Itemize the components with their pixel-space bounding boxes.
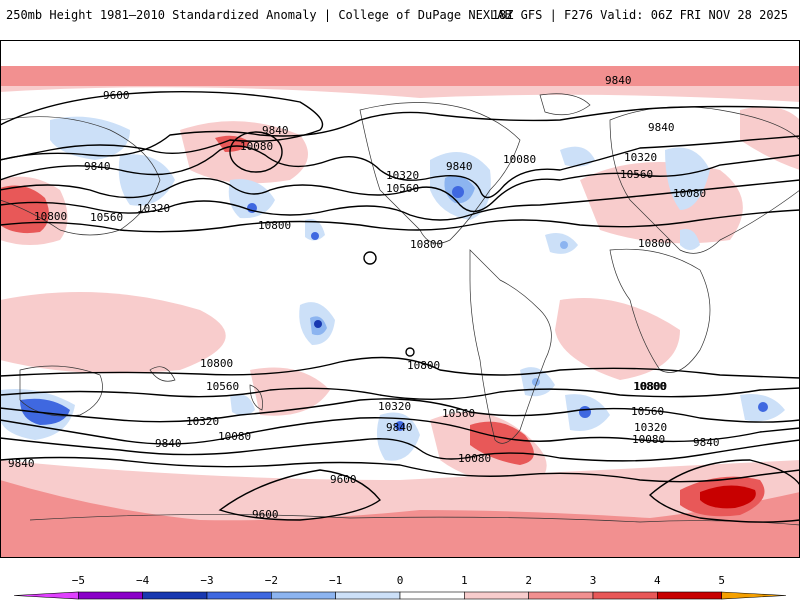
colorbar-ticks: −5 −4 −3 −2 −1 0 1 2 3 4 5 [72, 574, 725, 587]
contour-label: 9840 [262, 124, 289, 137]
header: 250mb Height 1981–2010 Standardized Anom… [0, 0, 800, 32]
colorbar-segment [657, 591, 722, 600]
contour-label: 9840 [386, 421, 413, 434]
contour-label: 10320 [378, 400, 411, 413]
colorbar-tick-label: −2 [265, 574, 278, 587]
contour-label: 10320 [624, 151, 657, 164]
contour-label: 10560 [620, 168, 653, 181]
height-contours [0, 91, 800, 523]
contour-label: 10080 [503, 153, 536, 166]
contour-label: 10560 [386, 182, 419, 195]
contour-labels: 9600 9840 10080 9840 10320 10560 10800 1… [8, 74, 720, 521]
colorbar: −5 −4 −3 −2 −1 0 1 2 3 4 5 [13, 574, 787, 600]
contour-label: 9840 [8, 457, 35, 470]
contour-label: 9840 [446, 160, 473, 173]
colorbar-tick-label: 2 [525, 574, 532, 587]
colorbar-segment [528, 591, 594, 600]
contour-label: 10080 [673, 187, 706, 200]
contour-label: 10320 [634, 421, 667, 434]
contour-label: 9600 [103, 89, 130, 102]
colorbar-tick-label: 4 [654, 574, 661, 587]
colorbar-segment [721, 591, 787, 600]
contour-label: 9840 [605, 74, 632, 87]
colorbar-tick-label: −5 [72, 574, 85, 587]
contour-label: 10560 [442, 407, 475, 420]
contour-label: 9840 [693, 436, 720, 449]
colorbar-tick-label: 0 [397, 574, 404, 587]
colorbar-segments [13, 591, 787, 600]
colorbar-tick-label: −1 [329, 574, 342, 587]
contour-label: 10560 [206, 380, 239, 393]
colorbar-segment [271, 591, 336, 600]
contour-label: 10560 [90, 211, 123, 224]
negative-anomaly-shading [0, 116, 785, 461]
contour-label: 9840 [648, 121, 675, 134]
height-anomaly-map: 9600 9840 10080 9840 10320 10560 10800 1… [0, 40, 800, 558]
colorbar-segment [464, 591, 529, 600]
colorbar-segment [206, 591, 272, 600]
contour-label: 10800 [200, 357, 233, 370]
contour-label: 10320 [137, 202, 170, 215]
contour-label: 10080 [458, 452, 491, 465]
contour-label: 9840 [84, 160, 111, 173]
colorbar-tick-label: 1 [461, 574, 468, 587]
contour-label: 10080 [632, 433, 665, 446]
contour-label: 10800 [634, 380, 667, 393]
colorbar-tick-label: −3 [200, 574, 213, 587]
contour-label: 9840 [155, 437, 182, 450]
contour-label: 10320 [186, 415, 219, 428]
contour-label: 10080 [218, 430, 251, 443]
contour-label: 10800 [633, 380, 666, 393]
contour-label: 10320 [386, 169, 419, 182]
contour-label: 10800 [34, 210, 67, 223]
run-info: 18Z GFS | F276 Valid: 06Z FRI NOV 28 202… [491, 8, 788, 22]
contour-label: 10800 [258, 219, 291, 232]
colorbar-segment [335, 591, 401, 600]
map-title: 250mb Height 1981–2010 Standardized Anom… [6, 8, 512, 22]
colorbar-segment [592, 591, 658, 600]
contour-label: 10800 [638, 237, 671, 250]
coastlines [0, 93, 800, 526]
colorbar-tick-label: 3 [590, 574, 597, 587]
contour-label: 10560 [631, 405, 664, 418]
contour-label: 10080 [240, 140, 273, 153]
contour-label: 10800 [407, 359, 440, 372]
colorbar-segment [78, 591, 143, 600]
colorbar-tick-label: 5 [718, 574, 725, 587]
colorbar-segment [399, 591, 465, 600]
colorbar-segment [13, 591, 79, 600]
contour-label: 9600 [330, 473, 357, 486]
colorbar-tick-label: −4 [136, 574, 150, 587]
contour-label: 9600 [252, 508, 279, 521]
contour-label: 10800 [410, 238, 443, 251]
colorbar-segment [142, 591, 208, 600]
